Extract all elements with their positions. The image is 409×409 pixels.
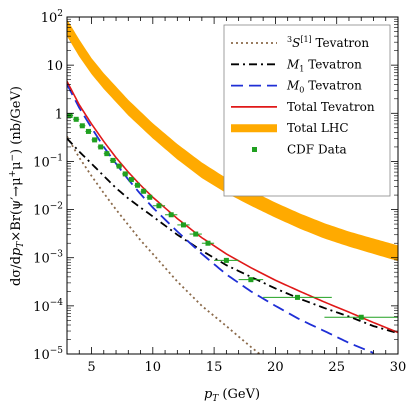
legend-swatch — [252, 147, 257, 152]
y-tick-label: 10−4 — [33, 298, 63, 315]
y-axis-label: dσ/dpT×Br(ψ′→μ+μ−) (nb/GeV) — [8, 86, 26, 286]
x-tick-label: 15 — [206, 360, 223, 375]
y-tick-label: 10 — [46, 59, 63, 74]
plot-area — [67, 19, 398, 354]
x-axis-label: pT (GeV) — [204, 387, 260, 404]
legend-label: Total LHC — [287, 121, 349, 135]
y-tick-label: 10−2 — [33, 202, 63, 219]
cdf-data-point — [110, 157, 116, 163]
cdf-data-point — [104, 151, 110, 157]
x-tick-label: 5 — [87, 360, 95, 375]
legend-label: M0 Tevatron — [286, 79, 362, 95]
x-tick-label: 25 — [328, 360, 345, 375]
cdf-data-point — [122, 171, 128, 177]
cdf-data-point — [141, 188, 147, 194]
cdf-data-point — [358, 314, 364, 320]
cdf-data-point — [79, 123, 85, 129]
series-line-total-tevatron — [67, 81, 398, 334]
legend-label: M1 Tevatron — [286, 57, 362, 73]
cdf-data-point — [223, 257, 229, 263]
series-line-m0 — [67, 83, 374, 354]
cdf-data-point — [193, 231, 199, 237]
x-tick-label: 30 — [390, 360, 407, 375]
series-line-s — [67, 136, 262, 354]
legend-label: Total Tevatron — [287, 100, 375, 114]
y-axis: 10−5 10−4 10−3 10−2 10−1 1 10 102 — [33, 9, 398, 363]
cdf-data-point — [248, 277, 254, 283]
cdf-data-point — [205, 240, 211, 246]
legend-label: 3S[1] Tevatron — [287, 35, 369, 50]
cdf-data-point — [168, 212, 174, 218]
cdf-data-point — [134, 182, 140, 188]
cdf-data-point — [128, 177, 134, 183]
y-tick-label: 102 — [41, 9, 63, 26]
legend: 3S[1] Tevatron M1 Tevatron M0 Tevatron Tota… — [223, 24, 391, 197]
cdf-data-point — [73, 116, 79, 122]
x-tick-label: 10 — [145, 360, 162, 375]
y-tick-label: 1 — [55, 107, 63, 122]
cdf-data-point — [92, 137, 98, 143]
x-tick-label: 20 — [267, 360, 284, 375]
y-tick-label: 10−1 — [33, 153, 63, 170]
series-total-lhc-band — [67, 19, 398, 262]
legend-box — [223, 24, 391, 197]
cdf-data-point — [147, 194, 153, 200]
x-axis: 5 10 15 20 25 30 — [66, 17, 407, 375]
y-tick-label: 10−3 — [33, 250, 63, 267]
series-line-m1 — [67, 137, 398, 335]
legend-label: CDF Data — [287, 143, 347, 157]
cdf-data-point — [180, 222, 186, 228]
y-tick-label: 10−5 — [33, 346, 63, 363]
cdf-data-point — [85, 128, 91, 134]
cdf-data-point — [294, 294, 300, 300]
cdf-data-point — [116, 163, 122, 169]
cdf-data-point — [156, 203, 162, 209]
cdf-data-point — [98, 144, 104, 150]
plot-frame — [66, 16, 399, 355]
